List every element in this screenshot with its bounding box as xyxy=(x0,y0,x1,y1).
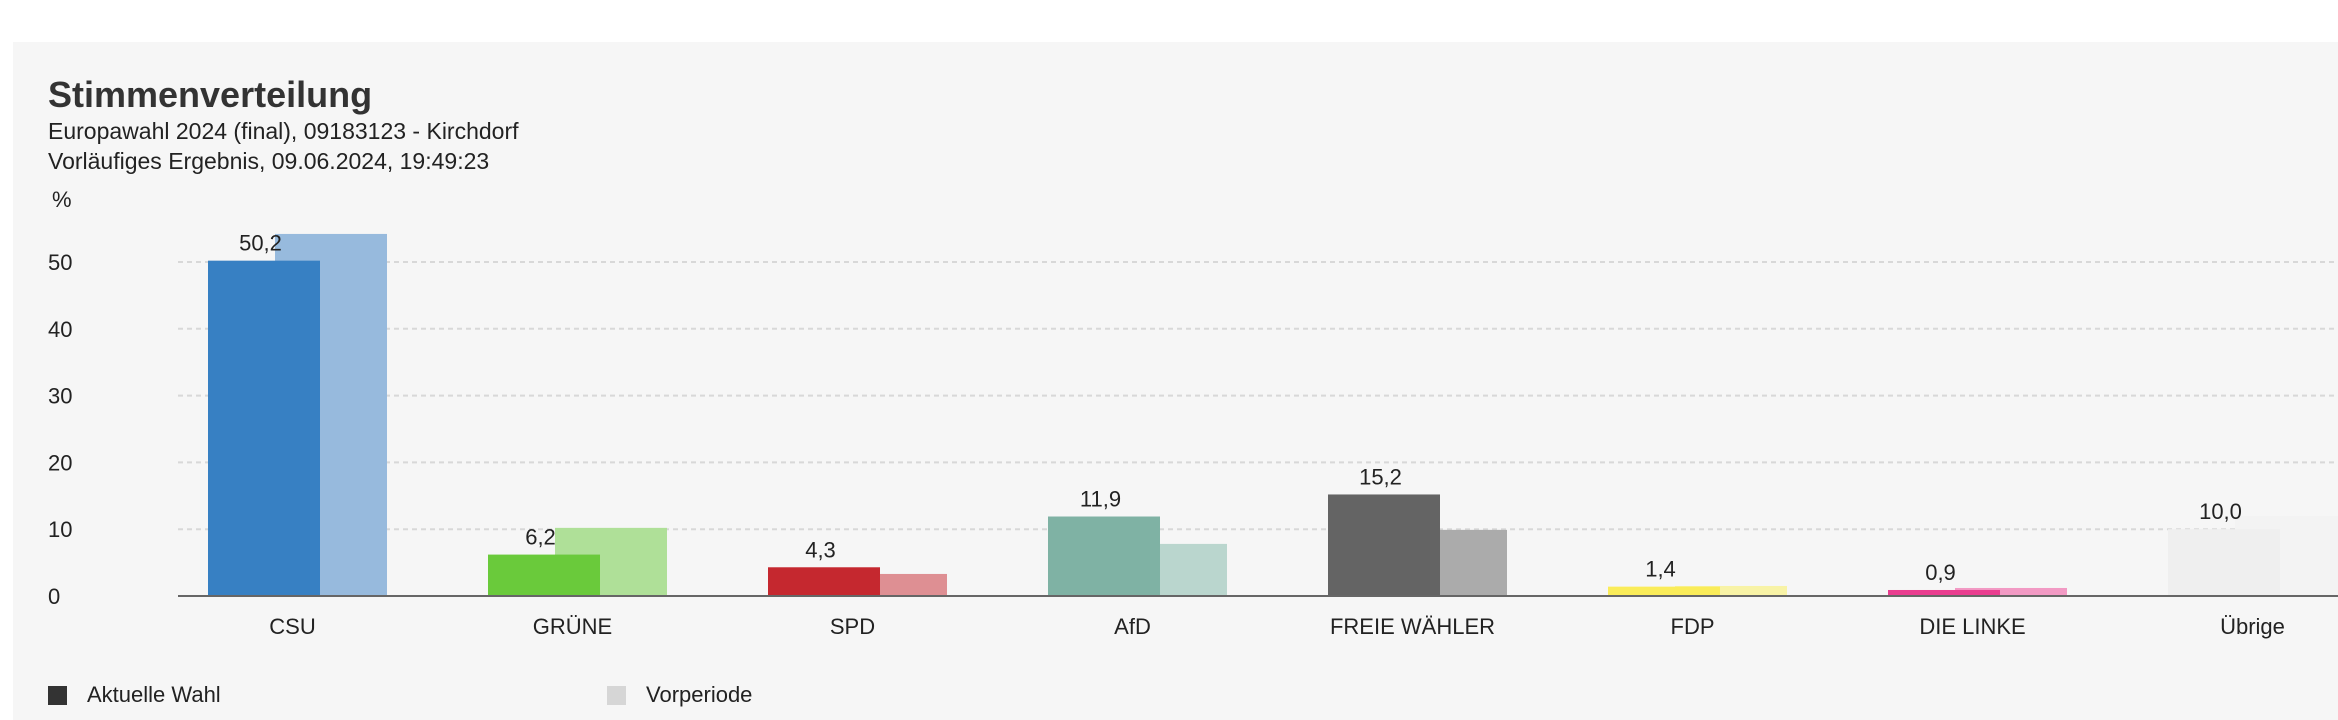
bar-current xyxy=(208,260,320,596)
data-label: 50,2 xyxy=(239,231,282,256)
legend-swatch-current xyxy=(48,685,67,705)
result-status: Vorläufiges Ergebnis, 09.06.2024, 19:49:… xyxy=(48,148,490,174)
legend-label-current: Aktuelle Wahl xyxy=(87,682,221,707)
x-tick-label: DIE LINKE xyxy=(1919,614,2025,639)
chart-card xyxy=(13,42,2338,720)
y-axis-unit: % xyxy=(52,187,72,212)
data-label: 4,3 xyxy=(805,537,836,562)
data-label: 0,9 xyxy=(1925,560,1956,585)
y-tick-label: 10 xyxy=(48,517,72,542)
y-tick-label: 30 xyxy=(48,384,72,409)
bar-current xyxy=(1048,516,1160,596)
data-label: 1,4 xyxy=(1645,557,1676,582)
y-tick-label: 20 xyxy=(48,450,72,475)
y-tick-label: 40 xyxy=(48,317,72,342)
y-tick-label: 50 xyxy=(48,250,72,275)
x-tick-label: Übrige xyxy=(2220,614,2285,639)
x-tick-label: CSU xyxy=(269,614,315,639)
legend-swatch-previous xyxy=(607,685,626,705)
bar-current xyxy=(2168,529,2280,596)
bar-current xyxy=(488,554,600,596)
data-label: 11,9 xyxy=(1080,487,1121,512)
x-tick-label: GRÜNE xyxy=(533,614,612,639)
x-tick-label: FREIE WÄHLER xyxy=(1330,614,1495,639)
bar-previous xyxy=(1955,587,2067,596)
chart-title: Stimmenverteilung xyxy=(48,74,373,115)
bar-current xyxy=(1888,589,2000,596)
legend-item-previous[interactable]: Vorperiode xyxy=(607,682,752,708)
chart-subtitle: Europawahl 2024 (final), 09183123 - Kirc… xyxy=(48,118,519,144)
bar-current xyxy=(1608,586,1720,596)
legend-label-previous: Vorperiode xyxy=(646,682,753,707)
x-tick-label: AfD xyxy=(1114,614,1151,639)
bar-current xyxy=(1328,494,1440,596)
bar-previous xyxy=(1675,585,1787,596)
y-tick-label: 0 xyxy=(48,584,60,609)
data-label: 6,2 xyxy=(525,525,556,550)
legend-item-current[interactable]: Aktuelle Wahl xyxy=(48,682,221,708)
x-tick-label: SPD xyxy=(830,614,875,639)
x-tick-label: FDP xyxy=(1671,614,1715,639)
bar-current xyxy=(768,567,880,596)
data-label: 10,0 xyxy=(2199,499,2242,524)
data-label: 15,2 xyxy=(1359,464,1402,489)
